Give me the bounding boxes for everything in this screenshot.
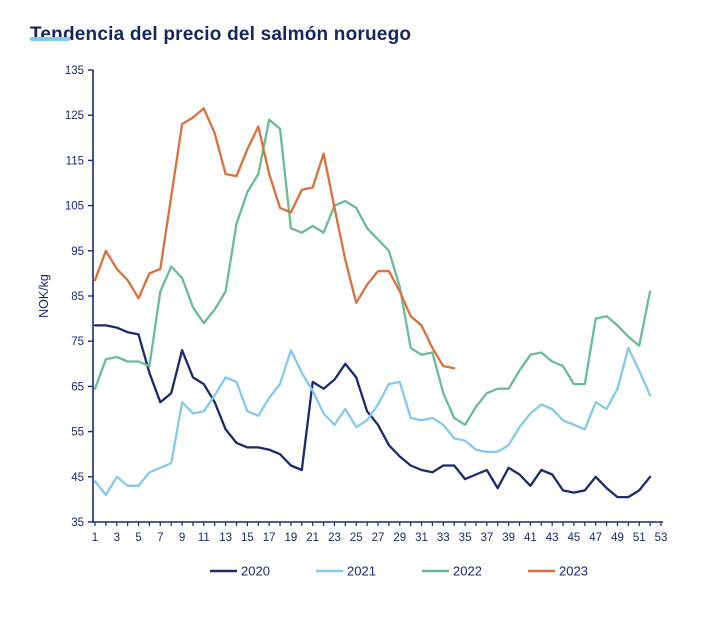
legend-label: 2023 [559, 564, 588, 579]
x-axis-tick-label: 5 [135, 532, 141, 544]
x-axis-tick-label: 31 [415, 532, 428, 544]
legend-item-2023[interactable]: 2023 [528, 564, 588, 579]
legend-label: 2020 [241, 564, 270, 579]
x-axis-tick-label: 21 [306, 532, 319, 544]
y-axis-tick-label: 105 [65, 201, 84, 213]
y-axis-tick-label: 95 [71, 246, 84, 258]
title-underline-accent [30, 37, 70, 41]
y-axis-tick-label: 85 [71, 291, 84, 303]
series-line-2023 [93, 107, 456, 370]
x-axis-tick-label: 11 [198, 532, 210, 544]
x-axis-tick-label: 45 [568, 532, 581, 544]
x-axis-tick-label: 17 [263, 532, 276, 544]
x-axis-tick-label: 41 [524, 532, 537, 544]
x-axis-tick-label: 47 [589, 532, 602, 544]
x-axis-tick-label: 15 [241, 532, 254, 544]
y-axis-tick-label: 115 [66, 155, 84, 167]
page-title: Tendencia del precio del salmón noruego [30, 23, 412, 45]
x-axis-tick-label: 37 [480, 532, 493, 544]
y-axis-tick-label: 35 [71, 517, 84, 529]
x-axis-tick-label: 3 [114, 532, 120, 544]
x-axis-tick-label: 25 [350, 532, 363, 544]
series-line-2022 [93, 118, 652, 426]
x-axis-tick-label: 51 [633, 532, 646, 544]
x-axis-tick-label: 35 [459, 532, 472, 544]
x-axis-tick-label: 27 [372, 532, 385, 544]
x-axis-tick-label: 7 [157, 532, 163, 544]
y-axis-tick-label: 125 [65, 110, 84, 122]
series-line-2021 [93, 346, 652, 497]
x-axis-tick-label: 39 [502, 532, 515, 544]
legend-label: 2022 [453, 564, 482, 579]
y-axis-tick-label: 65 [71, 381, 84, 393]
legend-item-2020[interactable]: 2020 [210, 564, 270, 579]
series-line-2020 [93, 324, 652, 499]
x-axis-tick-label: 33 [437, 532, 450, 544]
x-axis-tick-label: 49 [611, 532, 624, 544]
legend-label: 2021 [347, 564, 376, 579]
x-axis-tick-label: 13 [219, 532, 232, 544]
legend-item-2021[interactable]: 2021 [316, 564, 376, 579]
x-axis-tick-label: 9 [179, 532, 185, 544]
x-axis-tick-label: 43 [546, 532, 559, 544]
x-axis-tick-label: 23 [328, 532, 341, 544]
y-axis-tick-label: 135 [65, 65, 84, 77]
legend-item-2022[interactable]: 2022 [422, 564, 482, 579]
y-axis-title: NOK/kg [37, 274, 51, 318]
axis-lines [92, 70, 663, 523]
y-axis-tick-label: 75 [71, 336, 84, 348]
x-axis-tick-label: 29 [393, 532, 406, 544]
y-axis-tick-label: 55 [71, 427, 84, 439]
x-axis-tick-label: 1 [92, 532, 98, 544]
y-axis-tick-label: 45 [71, 472, 84, 484]
x-axis-tick-label: 19 [285, 532, 298, 544]
x-axis-tick-label: 53 [655, 532, 668, 544]
